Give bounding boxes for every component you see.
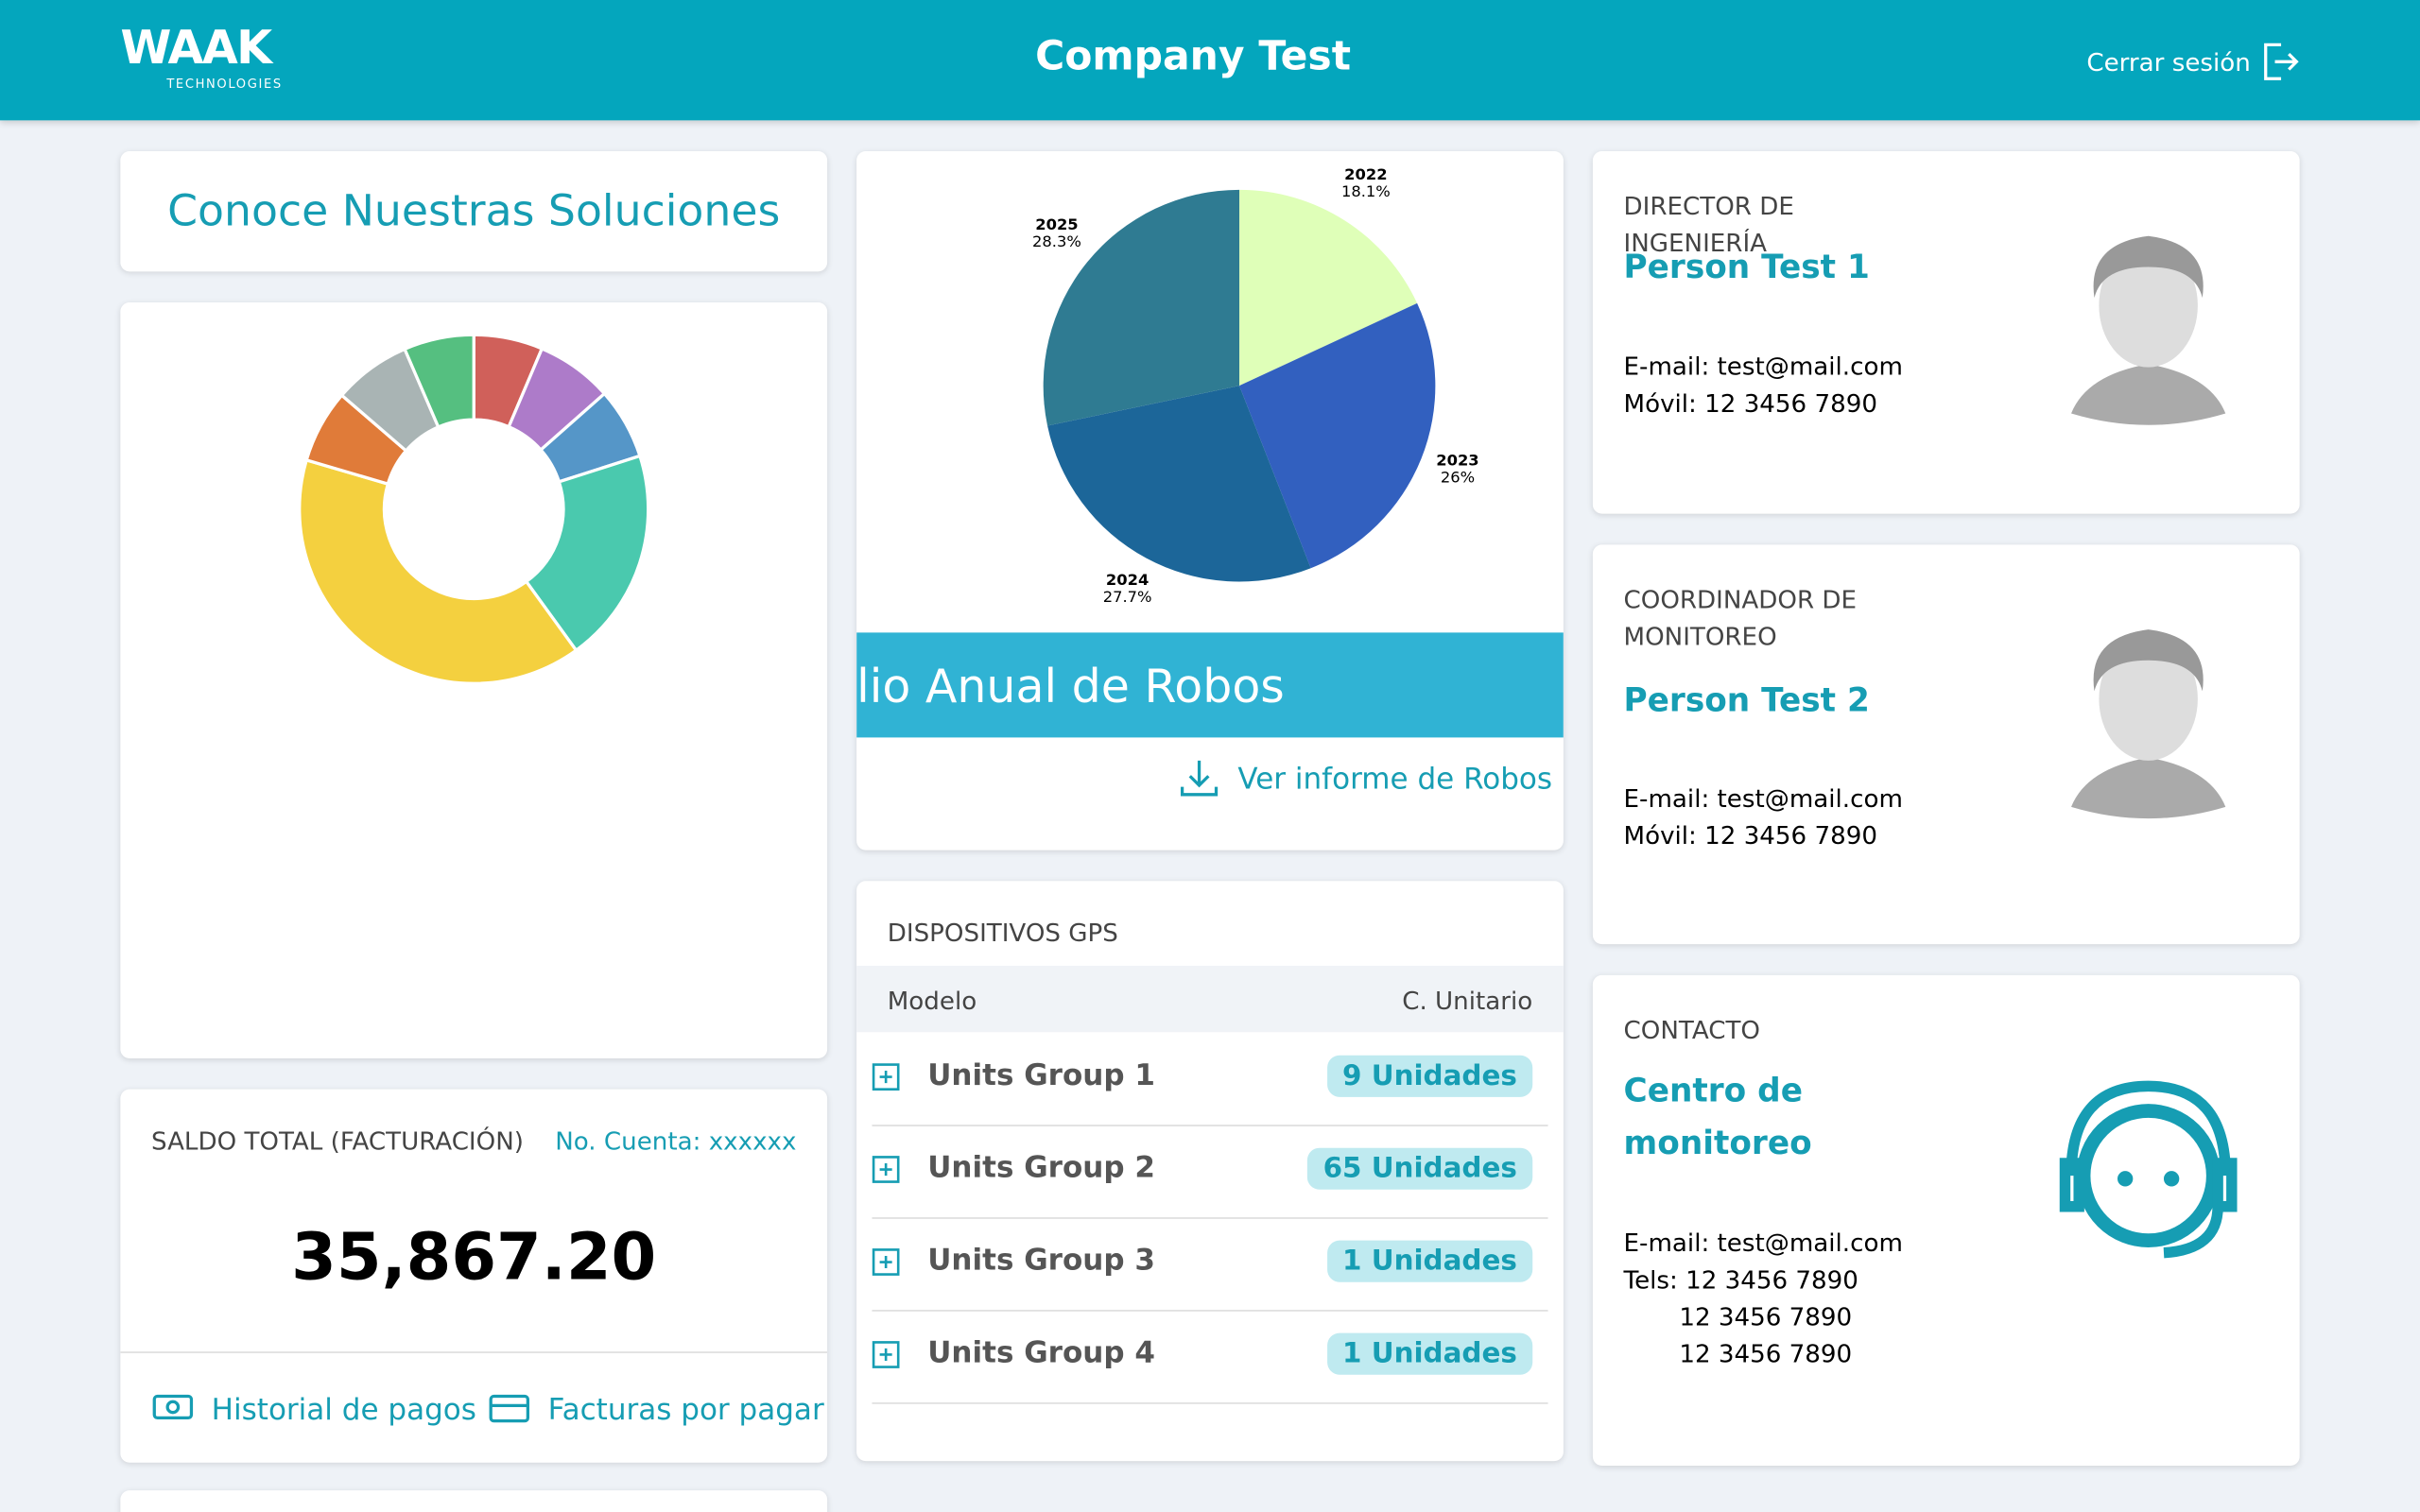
- agent-headset: [2059, 1080, 2238, 1259]
- card-partial: [120, 1490, 828, 1512]
- slice-value: 18.1%: [1341, 182, 1391, 200]
- logout[interactable]: Cerrar sesión: [2086, 47, 2251, 77]
- expand-glyph: [872, 1156, 900, 1183]
- contact-email: E-mail: test@mail.com: [1623, 1228, 1903, 1258]
- solutions-card[interactable]: Conoce Nuestras Soluciones: [120, 150, 828, 272]
- pie-slice: [1043, 189, 1240, 426]
- avatar-head: [2099, 243, 2198, 368]
- contact-phone: 12 3456 7890: [1679, 1301, 1853, 1332]
- pie-slice: [1239, 189, 1418, 387]
- invoices-link[interactable]: Facturas por pagar: [547, 1393, 824, 1428]
- avatar-hair: [2093, 629, 2204, 692]
- avatar-head: [2099, 637, 2198, 761]
- table-row[interactable]: Units Group 2 65 Unidades: [872, 1125, 1548, 1219]
- money-icon[interactable]: [151, 1392, 195, 1426]
- expand-glyph: [872, 1063, 900, 1091]
- banner: lio Anual de Robos: [856, 632, 1564, 738]
- expand-icon[interactable]: [872, 1063, 900, 1091]
- avatar-shoulders: [2071, 757, 2226, 819]
- pie-slice: [524, 454, 650, 653]
- contact-name: Person Test 2: [1623, 681, 1870, 719]
- amount: 35,867.20: [291, 1218, 657, 1295]
- contact-name: Centro de monitoreo: [1623, 1072, 1812, 1162]
- pie-slice: [298, 457, 579, 685]
- avatar: [2059, 1080, 2238, 1259]
- slice-label: 2022: [1344, 165, 1387, 183]
- slice-value: 26%: [1441, 469, 1475, 487]
- contact-phone: 12 3456 7890: [1679, 1339, 1853, 1369]
- table-header: Modelo C. Unitario: [856, 966, 1564, 1033]
- avatar-shoulders: [2071, 364, 2226, 425]
- card-icon[interactable]: [488, 1392, 531, 1426]
- contact-role: DIRECTOR DE INGENIERÍA: [1623, 191, 1794, 258]
- balance-card: SALDO TOTAL (FACTURACIÓN) No. Cuenta: xx…: [120, 1089, 828, 1463]
- solutions-title[interactable]: Conoce Nuestras Soluciones: [167, 184, 781, 236]
- expand-icon[interactable]: [872, 1341, 900, 1368]
- gps-card: DISPOSITIVOS GPS Modelo C. Unitario Unit…: [856, 881, 1564, 1462]
- row-name: Units Group 2: [927, 1150, 1155, 1185]
- row-name: Units Group 1: [927, 1057, 1155, 1092]
- divider: [120, 1351, 828, 1353]
- avatar: [2071, 235, 2226, 425]
- units-badge: 65 Unidades: [1307, 1147, 1533, 1190]
- account: No. Cuenta: xxxxxx: [555, 1125, 797, 1156]
- contact-card: DIRECTOR DE INGENIERÍA Person Test 1 E-mai…: [1592, 150, 2300, 514]
- pie-slice: [1047, 386, 1311, 582]
- report-link[interactable]: Ver informe de Robos: [1237, 762, 1553, 797]
- download-icon[interactable]: [1178, 756, 1221, 799]
- header: WAAK TECHNOLOGIES Company Test Cerrar se…: [0, 0, 2420, 121]
- contact-name: Person Test 1: [1623, 248, 1870, 286]
- report-card: 2022 18.1% 2023 26% 2024 27.7% 2025 28.3% lio A…: [856, 150, 1564, 850]
- column: C. Unitario: [1402, 986, 1533, 1016]
- contact-card: COORDINADOR DE MONITOREO Person Test 2 E-m…: [1592, 544, 2300, 945]
- expand-glyph: [872, 1341, 900, 1368]
- table-row[interactable]: Units Group 4 1 Unidades: [872, 1310, 1548, 1404]
- contact-phone: Tels: 12 3456 7890: [1623, 1264, 1858, 1295]
- expand-icon[interactable]: [872, 1248, 900, 1276]
- banner-text: lio Anual de Robos: [856, 660, 1285, 714]
- slice-label: 2024: [1106, 571, 1149, 589]
- history-link[interactable]: Historial de pagos: [211, 1393, 476, 1428]
- logo-sub: TECHNOLOGIES: [166, 77, 283, 92]
- contact-phone: Móvil: 12 3456 7890: [1623, 388, 1877, 419]
- logo: WAAK: [120, 21, 272, 76]
- table-row[interactable]: Units Group 1 9 Unidades: [872, 1032, 1548, 1126]
- slice-label: 2023: [1436, 452, 1478, 470]
- row-name: Units Group 3: [927, 1243, 1155, 1278]
- table-row[interactable]: Units Group 3 1 Unidades: [872, 1217, 1548, 1312]
- slice-value: 28.3%: [1032, 232, 1081, 250]
- pie-slice: [1239, 302, 1436, 569]
- column: Modelo: [887, 986, 977, 1016]
- expand-icon[interactable]: [872, 1156, 900, 1183]
- pie-slice: [402, 333, 475, 429]
- expand-glyph: [872, 1248, 900, 1276]
- avatar: [2071, 629, 2226, 819]
- slice-value: 27.7%: [1103, 588, 1152, 606]
- units-badge: 1 Unidades: [1326, 1332, 1533, 1375]
- contact-email: E-mail: test@mail.com: [1623, 352, 1903, 382]
- donut-chart: [298, 333, 650, 685]
- contact-phone: Móvil: 12 3456 7890: [1623, 820, 1877, 850]
- contact-email: E-mail: test@mail.com: [1623, 783, 1903, 814]
- gps-title: DISPOSITIVOS GPS: [887, 918, 1118, 948]
- contact-role: CONTACTO: [1623, 1015, 1760, 1045]
- agent-eye: [2117, 1171, 2134, 1187]
- donut-card: [120, 301, 828, 1058]
- agent-eye: [2163, 1171, 2180, 1187]
- balance-title: SALDO TOTAL (FACTURACIÓN): [150, 1125, 524, 1156]
- units-badge: 9 Unidades: [1326, 1055, 1533, 1097]
- row-name: Units Group 4: [927, 1335, 1155, 1370]
- contact-card: CONTACTO Centro de monitoreo E-mail: test@…: [1592, 974, 2300, 1467]
- page-title: Company Test: [1035, 33, 1352, 80]
- logout-icon[interactable]: [2259, 40, 2299, 83]
- units-badge: 1 Unidades: [1326, 1240, 1533, 1282]
- slice-label: 2025: [1035, 215, 1078, 233]
- avatar-hair: [2093, 235, 2204, 299]
- contact-role: COORDINADOR DE MONITOREO: [1623, 584, 1858, 651]
- agent-face: [2076, 1104, 2221, 1247]
